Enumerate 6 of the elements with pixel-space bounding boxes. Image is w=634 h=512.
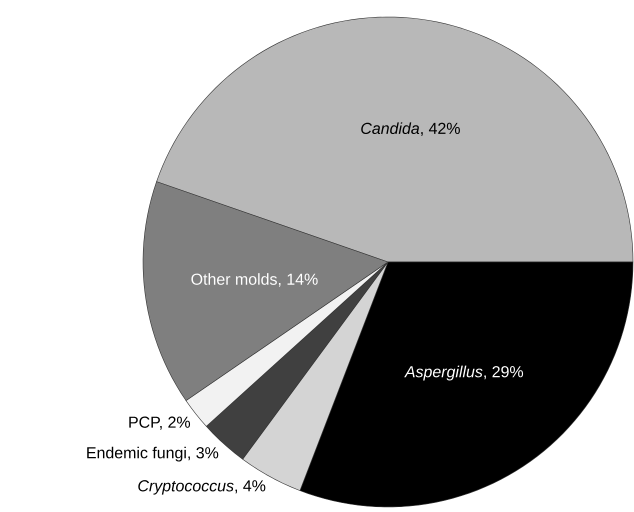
slice-label: Cryptococcus, 4% — [138, 480, 266, 495]
slice-label: Other molds, 14% — [191, 273, 318, 287]
slice-label: Candida, 42% — [361, 122, 460, 136]
slice-label: PCP, 2% — [129, 416, 190, 430]
slice-label: Aspergillus, 29% — [404, 366, 524, 381]
slice-label: Endemic fungi, 3% — [87, 446, 218, 462]
